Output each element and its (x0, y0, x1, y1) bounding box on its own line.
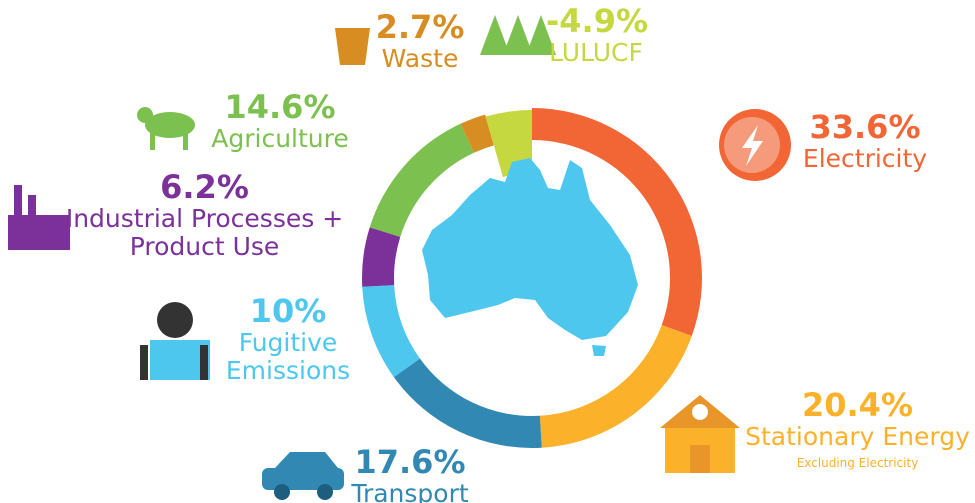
donut-segment (460, 114, 494, 153)
icon-house (660, 395, 740, 473)
value-label: 14.6% (224, 88, 336, 126)
category-label: LULUCF (549, 38, 643, 68)
segment-label: 14.6% Agriculture (200, 88, 360, 154)
tasmania (592, 345, 606, 356)
segment-label: 33.6% Electricity (790, 108, 940, 174)
icon-trees (480, 15, 556, 55)
category-label: Transport (351, 479, 469, 503)
australia-map (422, 158, 638, 340)
segment-label: -4.9% LULUCF (546, 2, 649, 68)
value-label: 17.6% (354, 443, 466, 481)
value-label: 10% (249, 292, 327, 330)
donut (362, 108, 702, 448)
value-label: 2.7% (375, 8, 465, 46)
segment-label: 6.2% Industrial Processes + Product Use (62, 168, 347, 261)
value-label: 33.6% (809, 108, 921, 146)
value-label: -4.9% (546, 2, 649, 40)
donut-segment (369, 123, 474, 237)
segment-label: 17.6% Transport (345, 443, 475, 503)
category-label: Agriculture (211, 124, 349, 154)
value-label: 6.2% (160, 168, 249, 206)
segment-label: 2.7% Waste (365, 8, 475, 74)
category-label: Waste (381, 44, 459, 74)
category-note: Excluding Electricity (796, 455, 919, 470)
category-label: Industrial Processes + Product Use (65, 204, 344, 261)
icon-factory (8, 185, 70, 250)
value-label: 20.4% (801, 386, 913, 424)
donut-segment (362, 227, 401, 287)
donut-segment (393, 358, 542, 448)
segment-label: 10% Fugitive Emissions (218, 292, 358, 385)
donut-segment (532, 108, 702, 337)
icon-fugitive (140, 302, 210, 380)
icon-cow (137, 107, 195, 150)
icon-electricity (719, 109, 791, 181)
donut-segment (539, 325, 692, 448)
category-label: Electricity (802, 144, 928, 174)
category-label: Fugitive Emissions (225, 328, 351, 385)
icon-car (262, 452, 344, 500)
segment-label: 20.4% Stationary Energy Excluding Electric… (740, 386, 975, 470)
category-label: Stationary Energy (745, 422, 970, 452)
icon-bin (335, 28, 370, 65)
donut-segment (362, 285, 420, 378)
